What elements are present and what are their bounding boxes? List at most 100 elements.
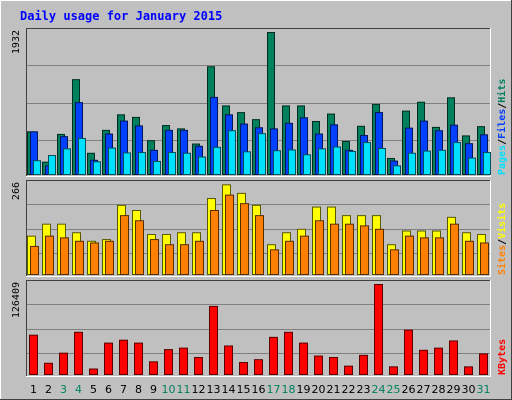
- x-tick-label: 19: [297, 383, 311, 396]
- bar-sites: [120, 215, 129, 275]
- legend-item-visits: Visits: [496, 203, 508, 239]
- legend-panel-1: Pages/Files/Hits: [496, 79, 508, 175]
- bar-kbytes: [119, 339, 128, 376]
- panel-visits-sites: 266: [11, 180, 491, 277]
- bar-kbytes: [269, 336, 278, 375]
- x-axis-labels: 1 2 3 4 5 6 7 8 9 10 11 12 13 14 15 16 17 18 19 20 21 22 23 24 2…: [30, 383, 491, 396]
- bar-sites: [30, 245, 39, 275]
- bar-pages: [393, 165, 401, 176]
- y-max-label: 1932: [11, 30, 22, 54]
- bar-pages: [48, 155, 56, 176]
- series-sites: [30, 194, 489, 276]
- legend-item-pages: Pages: [497, 145, 508, 175]
- x-tick-label: 18: [282, 383, 296, 396]
- bar-kbytes: [209, 305, 218, 375]
- x-tick-label: 15: [237, 383, 251, 396]
- bar-sites: [270, 249, 279, 275]
- bar-pages: [213, 146, 221, 175]
- bar-kbytes: [164, 349, 173, 376]
- bar-sites: [45, 235, 54, 276]
- x-tick-label: 2: [45, 383, 52, 396]
- bar-pages: [63, 148, 71, 175]
- legend-item-kbytes: KBytes: [497, 339, 508, 375]
- bar-pages: [78, 137, 86, 175]
- x-tick-label: 4: [75, 383, 82, 396]
- bar-pages: [228, 130, 236, 176]
- bar-sites: [390, 249, 399, 275]
- bar-sites: [435, 237, 444, 276]
- x-tick-label: 28: [432, 383, 446, 396]
- bar-pages: [378, 147, 386, 175]
- bar-pages: [423, 150, 431, 176]
- bar-sites: [345, 223, 354, 275]
- x-tick-label: 27: [417, 383, 431, 396]
- bar-sites: [450, 223, 459, 275]
- x-tick-label: 13: [207, 383, 221, 396]
- bar-pages: [483, 152, 491, 176]
- bar-pages: [198, 156, 206, 176]
- bar-kbytes: [44, 362, 53, 375]
- legend-separator: /: [497, 239, 508, 245]
- bar-kbytes: [374, 284, 383, 375]
- x-tick-label: 24: [372, 383, 386, 396]
- x-tick-label: 14: [222, 383, 236, 396]
- bar-sites: [150, 239, 159, 275]
- bar-pages: [408, 152, 416, 175]
- bar-kbytes: [404, 329, 413, 375]
- bar-kbytes: [29, 334, 38, 375]
- bar-pages: [453, 142, 461, 175]
- x-tick-label: 12: [192, 383, 206, 396]
- bar-sites: [210, 210, 219, 275]
- x-tick-label: 23: [357, 383, 371, 396]
- chart-panels: 1932 266 126409: [11, 28, 491, 377]
- bar-kbytes: [149, 361, 158, 375]
- bar-kbytes: [284, 331, 293, 376]
- bar-pages: [93, 161, 101, 175]
- panel-hits-files-pages: 1932: [11, 28, 491, 177]
- bar-kbytes: [89, 368, 98, 375]
- legend-panel-2: Sites/Visits: [496, 203, 508, 275]
- bar-pages: [33, 160, 41, 175]
- x-tick-label: 16: [252, 383, 266, 396]
- bar-pages: [333, 146, 341, 175]
- legend-separator: /: [497, 139, 508, 145]
- bar-kbytes: [464, 366, 473, 376]
- bar-pages: [138, 152, 146, 176]
- bar-kbytes: [479, 353, 488, 376]
- bar-pages: [288, 149, 296, 175]
- bar-sites: [180, 244, 189, 275]
- bar-kbytes: [179, 347, 188, 375]
- bar-sites: [240, 203, 249, 275]
- bar-sites: [330, 223, 339, 275]
- x-tick-label: 30: [462, 383, 476, 396]
- bar-sites: [225, 194, 234, 276]
- legend-separator: /: [497, 103, 508, 109]
- bar-pages: [348, 150, 356, 175]
- x-tick-label: 11: [177, 383, 191, 396]
- x-tick-label: 29: [447, 383, 461, 396]
- bar-kbytes: [254, 359, 263, 375]
- bar-pages: [273, 150, 281, 176]
- x-tick-label: 22: [342, 383, 356, 396]
- bar-kbytes: [434, 347, 443, 375]
- legend-item-files: Files: [496, 109, 508, 139]
- bar-sites: [300, 235, 309, 276]
- x-tick-label: 5: [90, 383, 97, 396]
- chart-title: Daily usage for January 2015: [20, 9, 222, 23]
- bar-sites: [405, 235, 414, 276]
- bar-pages: [438, 149, 446, 175]
- bar-sites: [285, 240, 294, 275]
- bar-kbytes: [389, 366, 398, 376]
- x-tick-label: 9: [150, 383, 157, 396]
- bar-pages: [303, 154, 311, 175]
- bar-sites: [75, 240, 84, 275]
- bar-kbytes: [104, 342, 113, 376]
- y-max-label: 266: [11, 182, 22, 200]
- bar-kbytes: [299, 342, 308, 376]
- bar-sites: [255, 215, 264, 275]
- x-tick-label: 25: [387, 383, 401, 396]
- x-tick-label: 8: [135, 383, 142, 396]
- bar-sites: [165, 244, 174, 275]
- bar-pages: [258, 133, 266, 176]
